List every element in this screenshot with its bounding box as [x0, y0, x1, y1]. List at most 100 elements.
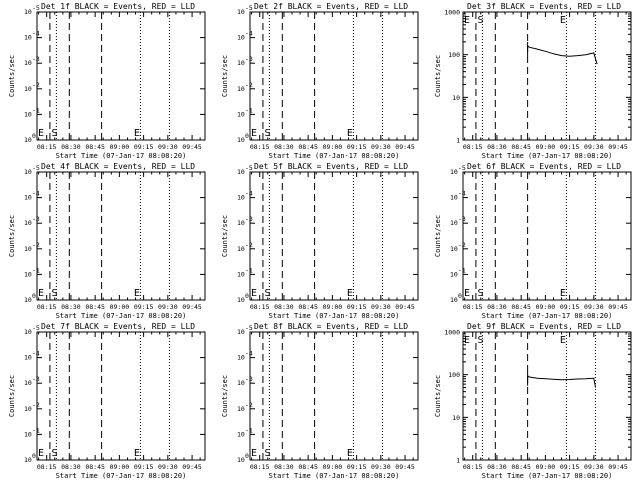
y-axis-label: Counts/sec: [434, 375, 442, 417]
y-tick-label: 1: [456, 137, 460, 145]
x-tick-label: 08:45: [85, 303, 105, 311]
x-tick-label: 09:15: [134, 303, 154, 311]
y-tick-exponent: -2: [245, 241, 253, 249]
edge-marker: E: [251, 128, 257, 139]
y-tick-label: 10: [24, 328, 32, 336]
panel-3: Det 3f BLACK = Events, RED = LLD 1 10 100 10…: [434, 2, 632, 160]
panel-title: Det 3f BLACK = Events, RED = LLD: [467, 2, 621, 11]
y-tick-label: 10: [237, 194, 245, 202]
panel-title: Det 7f BLACK = Events, RED = LLD: [41, 322, 195, 331]
plot-frame: [462, 11, 632, 141]
panel-title: Det 1f BLACK = Events, RED = LLD: [41, 2, 195, 11]
x-axis-label: Start Time (07-Jan-17 08:08:20): [482, 312, 613, 320]
start-marker: S: [478, 288, 484, 299]
x-tick-label: 08:15: [463, 303, 483, 311]
y-tick-exponent: -1: [32, 106, 40, 114]
y-tick-exponent: -3: [245, 55, 253, 63]
y-tick-label: 10: [237, 136, 245, 144]
y-axis-label: Counts/sec: [8, 55, 16, 97]
x-tick-label: 09:45: [395, 303, 415, 311]
y-tick-label: 10: [237, 34, 245, 42]
x-tick-label: 09:30: [158, 463, 178, 471]
edge-marker: E: [464, 15, 470, 26]
x-tick-label: 08:15: [250, 463, 270, 471]
x-tick-label: 09:30: [158, 143, 178, 151]
y-tick-label: 10: [237, 245, 245, 253]
x-tick-label: 09:30: [158, 303, 178, 311]
y-tick-label: 10: [450, 168, 458, 176]
y-tick-exponent: -4: [32, 350, 40, 358]
y-tick-label: 10: [237, 270, 245, 278]
x-axis-label: Start Time (07-Jan-17 08:08:20): [56, 472, 187, 480]
edge-marker: E: [251, 288, 257, 299]
y-tick-label: 10: [24, 8, 32, 16]
x-tick-label: 08:30: [487, 463, 507, 471]
y-tick-exponent: -2: [245, 81, 253, 89]
start-marker: S: [478, 15, 484, 26]
x-tick-label: 08:15: [250, 303, 270, 311]
end-marker: E: [134, 288, 140, 299]
x-tick-label: 09:45: [608, 463, 628, 471]
edge-marker: E: [464, 335, 470, 346]
y-tick-label: 100: [448, 371, 460, 379]
start-marker: S: [52, 128, 58, 139]
end-marker: E: [560, 335, 566, 346]
y-tick-label: 10: [24, 456, 32, 464]
y-tick-exponent: -2: [32, 241, 40, 249]
y-tick-exponent: -5: [245, 4, 253, 12]
panel-title: Det 8f BLACK = Events, RED = LLD: [254, 322, 408, 331]
x-tick-label: 09:30: [584, 143, 604, 151]
edge-marker: E: [464, 288, 470, 299]
end-marker: E: [134, 448, 140, 459]
y-tick-label: 10: [24, 194, 32, 202]
y-tick-label: 10: [237, 354, 245, 362]
panel-title: Det 5f BLACK = Events, RED = LLD: [254, 162, 408, 171]
events-series-line: [527, 375, 596, 388]
y-tick-exponent: -3: [245, 375, 253, 383]
y-tick-label: 10: [237, 110, 245, 118]
y-tick-label: 10: [237, 59, 245, 67]
end-marker: E: [347, 448, 353, 459]
y-tick-exponent: 0: [32, 452, 36, 460]
y-tick-label: 10: [24, 34, 32, 42]
x-tick-label: 09:00: [323, 143, 343, 151]
y-tick-label: 10: [237, 85, 245, 93]
x-tick-label: 08:15: [37, 143, 57, 151]
x-tick-label: 09:45: [608, 303, 628, 311]
start-marker: S: [265, 288, 271, 299]
y-tick-exponent: -1: [245, 106, 253, 114]
x-tick-label: 09:15: [560, 303, 580, 311]
x-tick-label: 09:30: [371, 303, 391, 311]
events-series-line: [527, 45, 598, 65]
y-tick-exponent: -4: [32, 30, 40, 38]
x-tick-label: 09:00: [110, 143, 130, 151]
y-tick-exponent: -1: [458, 266, 466, 274]
y-tick-exponent: -4: [32, 190, 40, 198]
y-tick-exponent: -3: [245, 215, 253, 223]
y-tick-exponent: -2: [458, 241, 466, 249]
x-tick-label: 09:45: [395, 143, 415, 151]
y-tick-label: 10: [237, 328, 245, 336]
x-tick-label: 08:15: [250, 143, 270, 151]
plot-frame: [249, 331, 419, 461]
y-tick-exponent: -4: [458, 190, 466, 198]
y-tick-label: 10: [24, 168, 32, 176]
y-tick-exponent: -1: [245, 266, 253, 274]
y-tick-exponent: -1: [245, 426, 253, 434]
y-tick-exponent: -2: [245, 401, 253, 409]
x-axis-label: Start Time (07-Jan-17 08:08:20): [56, 152, 187, 160]
x-tick-label: 08:30: [61, 143, 81, 151]
x-axis-label: Start Time (07-Jan-17 08:08:20): [269, 152, 400, 160]
x-tick-label: 09:00: [536, 303, 556, 311]
y-tick-exponent: -5: [32, 4, 40, 12]
x-tick-label: 09:45: [182, 303, 202, 311]
y-tick-label: 10: [237, 296, 245, 304]
plot-frame: [249, 171, 419, 301]
panel-title: Det 9f BLACK = Events, RED = LLD: [467, 322, 621, 331]
x-axis-label: Start Time (07-Jan-17 08:08:20): [482, 472, 613, 480]
x-tick-label: 08:45: [511, 463, 531, 471]
y-tick-label: 1000: [444, 9, 460, 17]
